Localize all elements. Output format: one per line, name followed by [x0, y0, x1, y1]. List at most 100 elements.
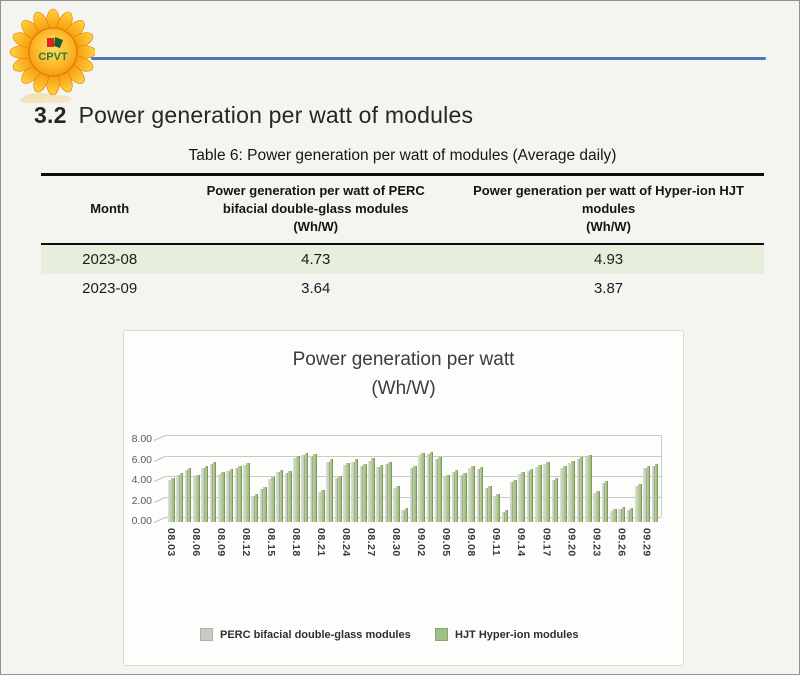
- x-tick-label: 09.08: [465, 528, 478, 557]
- bar-perc: [234, 467, 239, 522]
- legend-label-perc: PERC bifacial double-glass modules: [220, 628, 411, 641]
- x-tick-label: 09.23: [590, 528, 603, 557]
- bar-hjt: [329, 459, 334, 522]
- y-tick-label: 0.00: [131, 515, 152, 527]
- bar-hjt: [287, 470, 292, 522]
- bar-perc: [334, 477, 339, 522]
- header-divider-line: [91, 57, 766, 60]
- bar-perc: [243, 464, 247, 522]
- bar-perc: [276, 471, 280, 522]
- bar-perc: [609, 510, 614, 522]
- bar-perc: [584, 457, 589, 522]
- bar-perc: [393, 488, 397, 522]
- bar-perc: [168, 479, 172, 522]
- legend-swatch-hjt: [435, 628, 448, 641]
- section-heading: 3.2 Power generation per watt of modules: [34, 102, 473, 129]
- bar-hjt: [429, 452, 434, 522]
- x-tick-label: 09.26: [615, 528, 628, 557]
- bar-hjt: [388, 461, 392, 522]
- bar-hjt: [504, 509, 509, 522]
- bar-perc: [509, 482, 514, 522]
- bar-perc: [459, 474, 464, 522]
- bar-hjt: [571, 460, 576, 522]
- bar-hjt: [237, 465, 242, 522]
- y-tick-label: 4.00: [131, 474, 152, 486]
- bar-perc: [559, 467, 564, 522]
- bar-perc: [651, 465, 656, 522]
- bar-hjt: [413, 465, 417, 522]
- bar-hjt: [212, 461, 217, 522]
- logo-text: CPVT: [38, 51, 68, 63]
- x-tick-label: 09.29: [640, 528, 653, 557]
- bar-hjt: [421, 453, 425, 522]
- bar-hjt: [204, 465, 209, 522]
- bar-hjt: [296, 456, 300, 522]
- cpvt-sunflower-logo: CPVT: [9, 8, 95, 103]
- y-tick-label: 6.00: [131, 453, 152, 466]
- bar-perc: [268, 478, 272, 522]
- x-tick-label: 08.15: [265, 528, 278, 557]
- bar-hjt: [229, 468, 234, 522]
- chart-title-unit: (Wh/W): [371, 378, 436, 400]
- gridline-depth-segment: [153, 435, 166, 441]
- bar-hjt: [362, 463, 367, 522]
- bar-hjt: [604, 481, 609, 522]
- bar-hjt: [171, 477, 175, 522]
- x-tick-label: 09.14: [515, 528, 528, 557]
- bar-hjt: [446, 474, 450, 522]
- logo-mark: [47, 38, 54, 47]
- col-header-hjt-unit: (Wh/W): [586, 219, 631, 235]
- bar-perc: [568, 462, 572, 522]
- legend-swatch-perc: [200, 628, 213, 641]
- flower-center: [28, 27, 78, 77]
- bar-perc: [518, 473, 522, 522]
- bar-perc: [618, 508, 622, 522]
- bar-perc: [376, 466, 381, 522]
- col-header-month: Month: [41, 172, 179, 245]
- bar-hjt: [529, 468, 534, 522]
- x-tick-label: 09.05: [440, 528, 453, 557]
- bar-perc: [576, 459, 581, 522]
- bar-hjt: [596, 491, 601, 522]
- bar-hjt: [187, 467, 192, 522]
- chart-panel: Power generation per watt (Wh/W) 0.00 2.0…: [123, 330, 684, 666]
- bar-hjt: [646, 465, 651, 522]
- x-tick-label: 08.27: [365, 528, 378, 557]
- section-number: 3.2: [34, 102, 67, 128]
- bar-hjt: [262, 487, 267, 522]
- bar-perc: [193, 476, 197, 522]
- bar-perc: [484, 488, 489, 522]
- bar-perc: [601, 483, 606, 522]
- bar-hjt: [246, 462, 250, 522]
- bar-hjt: [479, 466, 484, 522]
- cell-perc-value: 3.64: [301, 279, 331, 297]
- table-header-row: Month Power generation per watt of PERC …: [41, 172, 764, 245]
- x-tick-label: 08.30: [390, 528, 403, 557]
- table-caption: Table 6: Power generation per watt of mo…: [188, 147, 617, 164]
- col-header-perc-unit: (Wh/W): [293, 219, 339, 235]
- gridline-depth-segment: [153, 496, 166, 503]
- monthly-average-table: Month Power generation per watt of PERC …: [41, 172, 764, 303]
- cell-hjt-value: 3.87: [593, 279, 624, 297]
- gridline: [165, 435, 661, 436]
- bar-hjt: [321, 490, 325, 522]
- cell-month: 2023-09: [82, 279, 138, 297]
- bar-perc: [251, 496, 255, 522]
- bar-hjt: [471, 465, 475, 522]
- gridline-depth-segment: [153, 476, 166, 482]
- bar-hjt: [496, 494, 500, 522]
- gridline-depth-segment: [153, 517, 166, 523]
- x-tick-label: 08.12: [240, 528, 253, 557]
- bar-perc: [368, 460, 372, 522]
- bar-hjt: [554, 477, 559, 522]
- section-title: Power generation per watt of modules: [78, 102, 474, 128]
- bar-hjt: [638, 484, 642, 522]
- x-tick-label: 09.11: [490, 528, 503, 557]
- bar-hjt: [312, 454, 317, 522]
- bar-perc: [426, 454, 431, 522]
- bar-perc: [593, 493, 597, 522]
- bar-hjt: [488, 486, 492, 522]
- y-tick-label: 2.00: [131, 494, 152, 507]
- bar-perc: [468, 467, 472, 522]
